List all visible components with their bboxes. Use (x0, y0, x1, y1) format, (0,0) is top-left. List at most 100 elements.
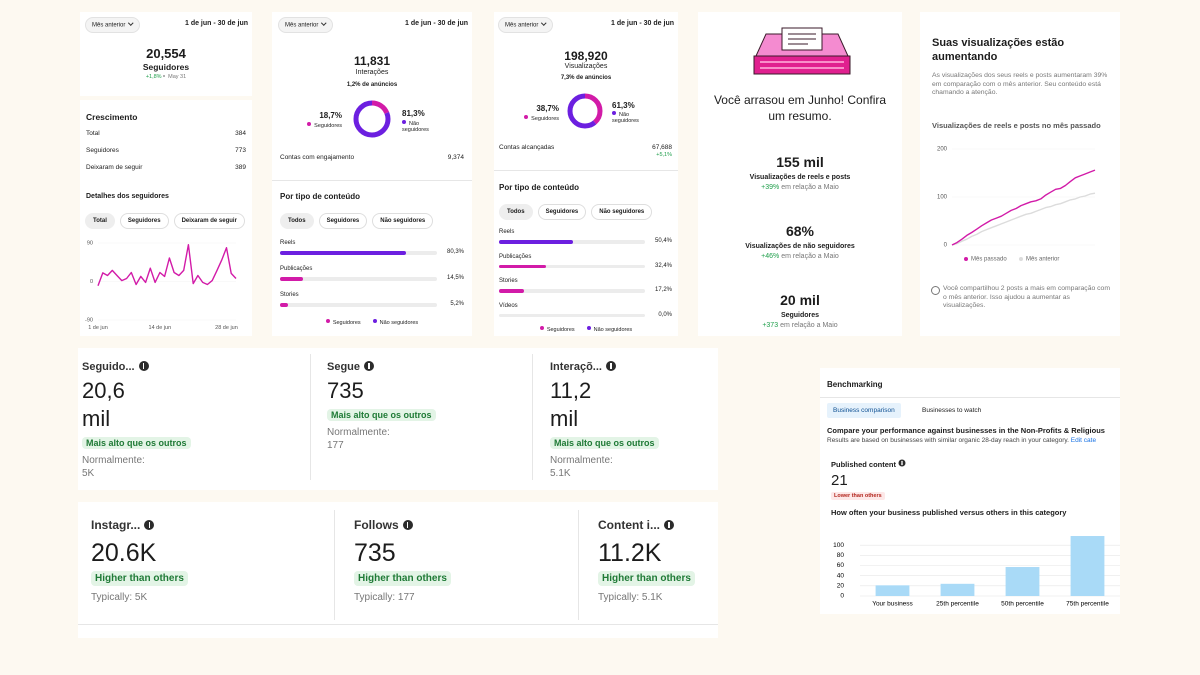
y-tick-label: 80 (837, 552, 845, 559)
period-select[interactable]: Mês anterior (498, 17, 553, 33)
tab[interactable]: Todos (499, 204, 533, 220)
stat-badge: Mais alto que os outros (82, 437, 191, 449)
tab[interactable]: Seguidores (119, 213, 169, 229)
line (951, 169, 1096, 246)
stat-column: Follows 735 Higher than others Typically: 1… (354, 502, 554, 638)
period-select[interactable]: Mês anterior (85, 17, 140, 33)
bar-label: Publicações (499, 253, 532, 260)
followers-card: Mês anterior 1 de jun - 30 de jun 20,554… (80, 12, 252, 96)
bar (1070, 536, 1105, 596)
typical: Typically: 177 (354, 592, 415, 603)
growth-chart: 90 0 -90 1 de jun 14 de jun 28 de jun (85, 240, 238, 331)
x-tick-label: 75th percentile (1066, 601, 1109, 608)
ads: 7,3% de anúncios (560, 75, 612, 81)
tab[interactable]: Businesses to watch (922, 407, 982, 414)
details-title: Detalhes dos seguidores (86, 193, 169, 200)
content-row: Reels 50,4% (499, 229, 672, 254)
x-tick-label: 1 de jun (88, 325, 108, 331)
bar (875, 585, 910, 596)
info-icon (402, 520, 413, 530)
period-select[interactable]: Mês anterior (278, 17, 333, 33)
bar-label: Reels (280, 240, 296, 246)
metric-value: 21 (831, 472, 848, 489)
row-label: Deixaram de seguir (86, 164, 143, 171)
bar-value: 0,0% (658, 311, 672, 318)
title: Interaçõ... (550, 361, 602, 373)
legend-item: Não seguidores (586, 326, 633, 333)
bar-track (499, 264, 645, 269)
bar-track (280, 277, 437, 281)
y-tick-label: 0 (840, 593, 844, 600)
legend-swatch (964, 257, 968, 261)
bench-chart: 0 20 40 60 80 100 Your business 25th percentile… (833, 536, 1120, 608)
content-row: Stories 17,2% (499, 278, 672, 303)
name: Não seguidores (612, 112, 639, 124)
donut (567, 93, 603, 129)
legend: Seguidores Não seguidores (272, 319, 472, 326)
donut-name: Não seguidores (612, 111, 642, 124)
line (951, 192, 1096, 246)
bar-value: 14,5% (446, 275, 464, 281)
typical: 177 (327, 440, 344, 451)
y-tick-label: 40 (837, 572, 845, 579)
x-tick-label: 25th percentile (936, 601, 979, 608)
bench-text: Results are based on businesses with sim… (827, 437, 1096, 444)
followers-change: +1,8% May 31 (80, 74, 252, 80)
tab[interactable]: Todos (280, 213, 314, 229)
bar (499, 289, 525, 293)
metric-label: Published content (831, 460, 897, 469)
stat-value: 735 (354, 539, 396, 567)
stat-badge: Mais alto que os outros (327, 409, 436, 421)
tab[interactable]: Seguidores (318, 213, 368, 229)
legend-swatch (1019, 257, 1023, 261)
stat-column: Interaçõ... 11,2 mil Mais alto que os outr… (550, 348, 718, 490)
date-range: 1 de jun - 30 de jun (184, 20, 248, 27)
chart-title: Visualizações de reels e posts no mês pa… (932, 121, 1101, 130)
bar-track (499, 289, 645, 293)
engaged-value: 9,374 (447, 154, 464, 161)
stat-label: Visualizações de não seguidores (745, 243, 855, 250)
stat-title: Seguido... (82, 361, 272, 377)
name: Não seguidores (402, 121, 429, 133)
x-tick-label: Your business (872, 601, 913, 608)
tab[interactable]: Business comparison (827, 403, 901, 418)
y-tick-label: 20 (837, 583, 845, 590)
title: Seguido... (82, 361, 135, 373)
legend-item: Seguidores (539, 326, 575, 333)
tab[interactable]: Total (85, 213, 115, 229)
change: +46% (761, 253, 780, 260)
bar (1005, 567, 1040, 596)
change: +39% (761, 184, 780, 191)
heading: Compare your performance against busines… (827, 426, 1105, 435)
bar-label: Publicações (280, 266, 313, 272)
reach-change: +5,1% (656, 152, 672, 158)
tab[interactable]: Não seguidores (591, 204, 653, 220)
stat-change: +373 em relação a Maio (698, 322, 902, 329)
y-tick-label: 100 (937, 195, 948, 201)
chart-title: How often your business published versus… (831, 508, 1067, 517)
y-tick-label: -90 (85, 317, 93, 323)
y-tick-label: 60 (837, 562, 845, 569)
summary-stat: 68% Visualizações de não seguidores +46% e… (698, 221, 902, 290)
stat-value: 68% (785, 223, 815, 239)
bar-value: 5,2% (450, 301, 464, 307)
stat-column: Content i... 11.2K Higher than others Typic… (598, 502, 718, 638)
illustration (753, 27, 851, 75)
info-icon (364, 361, 375, 371)
tab[interactable]: Não seguidores (372, 213, 434, 229)
link[interactable]: Edit cate (1070, 437, 1097, 444)
metric: Published content (831, 458, 907, 469)
value: 11,831 (353, 54, 391, 68)
donut-name: Não seguidores (402, 120, 432, 133)
growth-row: Seguidores 773 (86, 147, 246, 164)
tab[interactable]: Seguidores (537, 204, 587, 220)
tabs: Todos Seguidores Não seguidores (499, 204, 653, 220)
typical-label: Normalmente: (550, 455, 613, 466)
note: em relação a Maio (781, 253, 839, 260)
tab[interactable]: Deixaram de seguir (173, 213, 245, 229)
legend-swatch (586, 326, 591, 330)
legend-label: Não seguidores (593, 327, 633, 333)
engaged-label: Contas com engajamento (280, 154, 355, 161)
stat-value: 11.2K (598, 539, 662, 567)
tabs: Total Seguidores Deixaram de seguir (85, 213, 245, 229)
